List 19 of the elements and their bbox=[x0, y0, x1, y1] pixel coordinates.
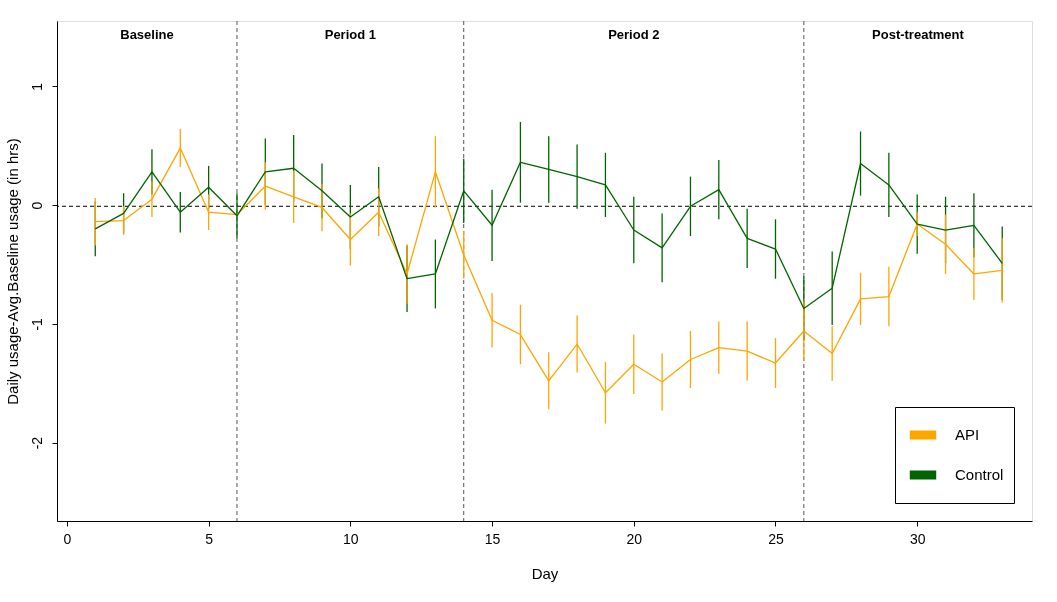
annotation: Period 1 bbox=[324, 27, 376, 42]
x-tick-label: 10 bbox=[343, 530, 359, 547]
annotation: Post-treatment bbox=[872, 27, 965, 42]
x-tick-label: 30 bbox=[909, 530, 926, 547]
legend-label: API bbox=[955, 426, 980, 443]
y-tick-label: 0 bbox=[28, 201, 45, 210]
x-tick-label: 0 bbox=[63, 530, 72, 547]
y-axis-title: Daily usage-Avg.Baseline usage (in hrs) bbox=[3, 138, 21, 405]
x-tick-label: 15 bbox=[484, 530, 501, 547]
x-tick-label: 5 bbox=[205, 530, 214, 547]
y-tick-label: -2 bbox=[28, 436, 45, 450]
x-tick-label: 20 bbox=[626, 530, 643, 547]
annotation: Period 2 bbox=[608, 27, 660, 42]
x-tick-label: 25 bbox=[768, 530, 784, 547]
legend-label: Control bbox=[955, 466, 1004, 483]
annotation: Baseline bbox=[120, 27, 174, 42]
y-tick-label: 1 bbox=[28, 82, 45, 91]
x-axis-title: Day bbox=[531, 564, 559, 582]
y-tick-label: -1 bbox=[28, 317, 45, 331]
